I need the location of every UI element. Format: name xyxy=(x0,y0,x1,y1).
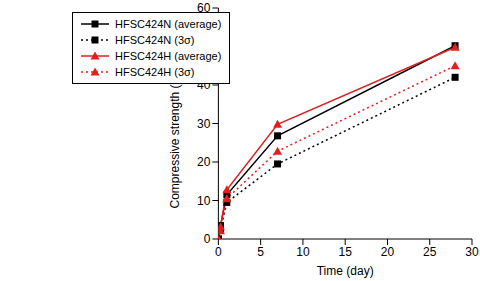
html-text:HFSC424H (3σ): HFSC424H (3σ) xyxy=(115,66,195,78)
svg-text:5: 5 xyxy=(257,245,264,259)
html-text:HFSC424N (average): HFSC424N (average) xyxy=(115,18,222,30)
svg-text:15: 15 xyxy=(339,245,353,259)
svg-text:10: 10 xyxy=(296,245,310,259)
svg-text:40: 40 xyxy=(197,78,211,92)
html-text:HFSC424H (average): HFSC424H (average) xyxy=(115,50,222,62)
svg-text:50: 50 xyxy=(197,40,211,54)
svg-text:30: 30 xyxy=(465,245,472,259)
html-text:HFSC424N (3σ): HFSC424N (3σ) xyxy=(115,34,195,46)
svg-text:Time (day): Time (day) xyxy=(317,264,374,278)
svg-text:25: 25 xyxy=(423,245,437,259)
svg-text:Compressive strength (N/mm²): Compressive strength (N/mm²) xyxy=(168,44,182,208)
svg-text:10: 10 xyxy=(197,194,211,208)
svg-text:0: 0 xyxy=(215,245,222,259)
svg-text:30: 30 xyxy=(197,117,211,131)
svg-text:60: 60 xyxy=(197,1,211,15)
svg-text:0: 0 xyxy=(204,232,211,246)
svg-text:20: 20 xyxy=(381,245,395,259)
svg-text:20: 20 xyxy=(197,155,211,169)
